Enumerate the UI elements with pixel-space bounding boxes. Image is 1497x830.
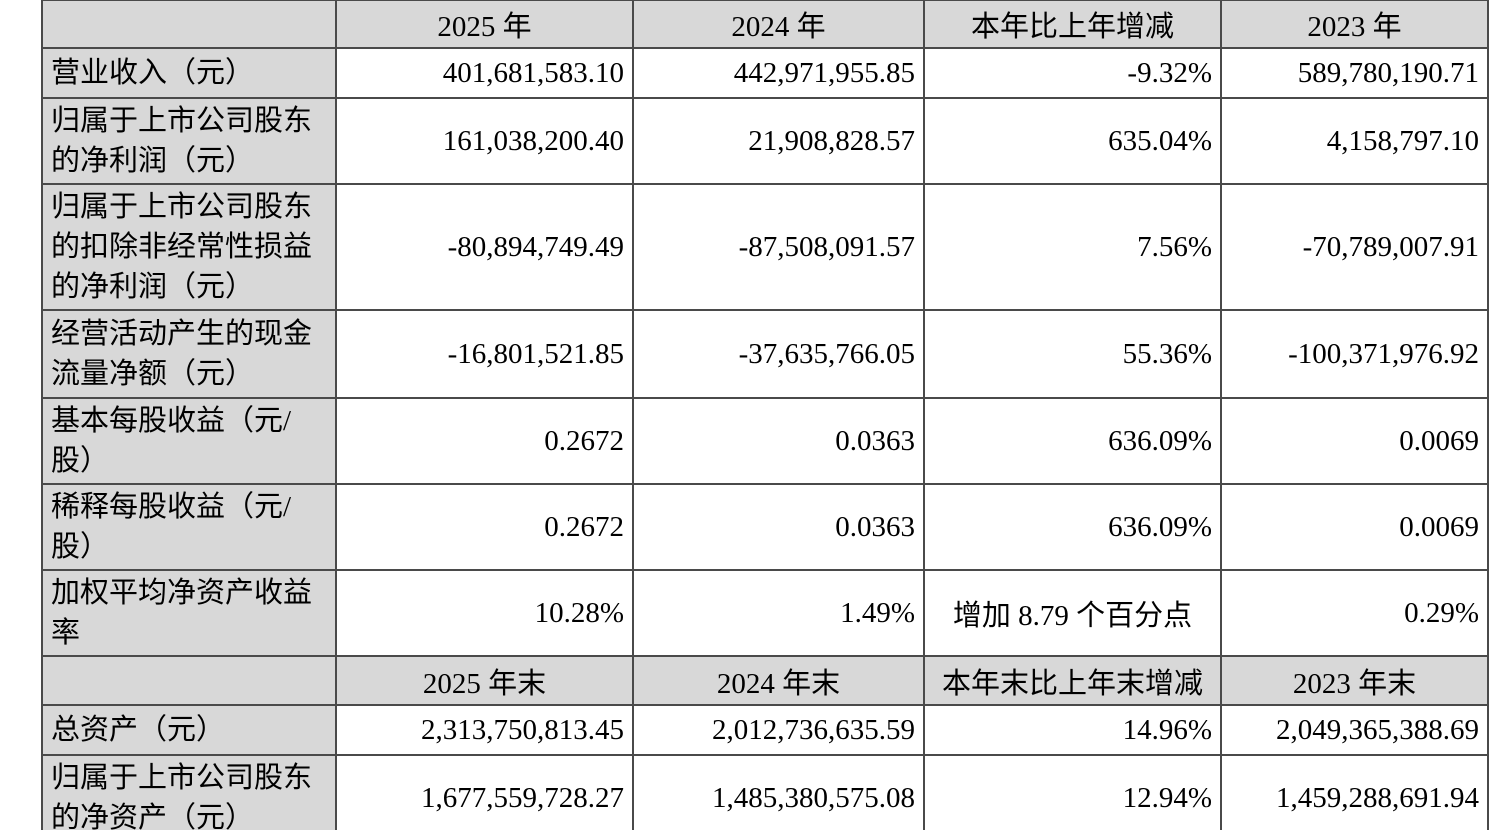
- cell-change: 636.09%: [923, 397, 1222, 485]
- cell-change: 增加 8.79 个百分点: [923, 569, 1222, 657]
- cell-2025: 1,677,559,728.27: [335, 754, 634, 830]
- header-eoy-change: 本年末比上年末增减: [923, 655, 1222, 706]
- row-net-profit-excl-nonrecurring: 归属于上市公司股东 的扣除非经常性损益 的净利润（元） -80,894,749.…: [41, 183, 1489, 311]
- cell-change: 635.04%: [923, 97, 1222, 185]
- cell-2024: 1.49%: [632, 569, 925, 657]
- cell-2023: 1,459,288,691.94: [1220, 754, 1489, 830]
- header-2025-eoy: 2025 年末: [335, 655, 634, 706]
- cell-change: 14.96%: [923, 704, 1222, 756]
- header-yoy-change: 本年比上年增减: [923, 0, 1222, 49]
- cell-2024: 21,908,828.57: [632, 97, 925, 185]
- cell-2025: 401,681,583.10: [335, 47, 634, 99]
- row-weighted-avg-roe: 加权平均净资产收益 率 10.28% 1.49% 增加 8.79 个百分点 0.…: [41, 569, 1489, 657]
- cell-2023: 589,780,190.71: [1220, 47, 1489, 99]
- cell-2025: 0.2672: [335, 483, 634, 571]
- row-label: 经营活动产生的现金 流量净额（元）: [41, 309, 337, 399]
- cell-2024: 1,485,380,575.08: [632, 754, 925, 830]
- header-blank: [41, 0, 337, 49]
- header-2025: 2025 年: [335, 0, 634, 49]
- header-blank: [41, 655, 337, 706]
- row-label: 营业收入（元）: [41, 47, 337, 99]
- cell-2024: 0.0363: [632, 397, 925, 485]
- header-2023-eoy: 2023 年末: [1220, 655, 1489, 706]
- cell-2024: 442,971,955.85: [632, 47, 925, 99]
- cell-2025: 161,038,200.40: [335, 97, 634, 185]
- row-operating-revenue: 营业收入（元） 401,681,583.10 442,971,955.85 -9…: [41, 47, 1489, 99]
- row-net-profit: 归属于上市公司股东 的净利润（元） 161,038,200.40 21,908,…: [41, 97, 1489, 185]
- cell-2023: 0.0069: [1220, 483, 1489, 571]
- cell-2023: 2,049,365,388.69: [1220, 704, 1489, 756]
- cell-2024: -37,635,766.05: [632, 309, 925, 399]
- row-operating-cash-flow: 经营活动产生的现金 流量净额（元） -16,801,521.85 -37,635…: [41, 309, 1489, 399]
- row-total-assets: 总资产（元） 2,313,750,813.45 2,012,736,635.59…: [41, 704, 1489, 756]
- cell-2023: 0.29%: [1220, 569, 1489, 657]
- cell-2023: -70,789,007.91: [1220, 183, 1489, 311]
- cell-2025: 2,313,750,813.45: [335, 704, 634, 756]
- row-net-assets: 归属于上市公司股东 的净资产（元） 1,677,559,728.27 1,485…: [41, 754, 1489, 830]
- cell-2025: -80,894,749.49: [335, 183, 634, 311]
- cell-2023: 4,158,797.10: [1220, 97, 1489, 185]
- cell-change: 12.94%: [923, 754, 1222, 830]
- financial-summary-table: 2025 年 2024 年 本年比上年增减 2023 年 营业收入（元） 401…: [41, 0, 1489, 830]
- eoy-header-row: 2025 年末 2024 年末 本年末比上年末增减 2023 年末: [41, 655, 1489, 706]
- row-label: 归属于上市公司股东 的净利润（元）: [41, 97, 337, 185]
- cell-2024: 2,012,736,635.59: [632, 704, 925, 756]
- cell-change: 636.09%: [923, 483, 1222, 571]
- cell-2023: 0.0069: [1220, 397, 1489, 485]
- cell-2025: -16,801,521.85: [335, 309, 634, 399]
- cell-2025: 10.28%: [335, 569, 634, 657]
- header-2024: 2024 年: [632, 0, 925, 49]
- cell-2025: 0.2672: [335, 397, 634, 485]
- row-diluted-eps: 稀释每股收益（元/ 股） 0.2672 0.0363 636.09% 0.006…: [41, 483, 1489, 571]
- header-2023: 2023 年: [1220, 0, 1489, 49]
- row-label: 归属于上市公司股东 的净资产（元）: [41, 754, 337, 830]
- row-label: 基本每股收益（元/ 股）: [41, 397, 337, 485]
- cell-change: 55.36%: [923, 309, 1222, 399]
- annual-header-row: 2025 年 2024 年 本年比上年增减 2023 年: [41, 0, 1489, 49]
- cell-2024: -87,508,091.57: [632, 183, 925, 311]
- row-basic-eps: 基本每股收益（元/ 股） 0.2672 0.0363 636.09% 0.006…: [41, 397, 1489, 485]
- row-label: 稀释每股收益（元/ 股）: [41, 483, 337, 571]
- cell-change: 7.56%: [923, 183, 1222, 311]
- row-label: 加权平均净资产收益 率: [41, 569, 337, 657]
- cell-2024: 0.0363: [632, 483, 925, 571]
- row-label: 总资产（元）: [41, 704, 337, 756]
- row-label: 归属于上市公司股东 的扣除非经常性损益 的净利润（元）: [41, 183, 337, 311]
- cell-change: -9.32%: [923, 47, 1222, 99]
- header-2024-eoy: 2024 年末: [632, 655, 925, 706]
- cell-2023: -100,371,976.92: [1220, 309, 1489, 399]
